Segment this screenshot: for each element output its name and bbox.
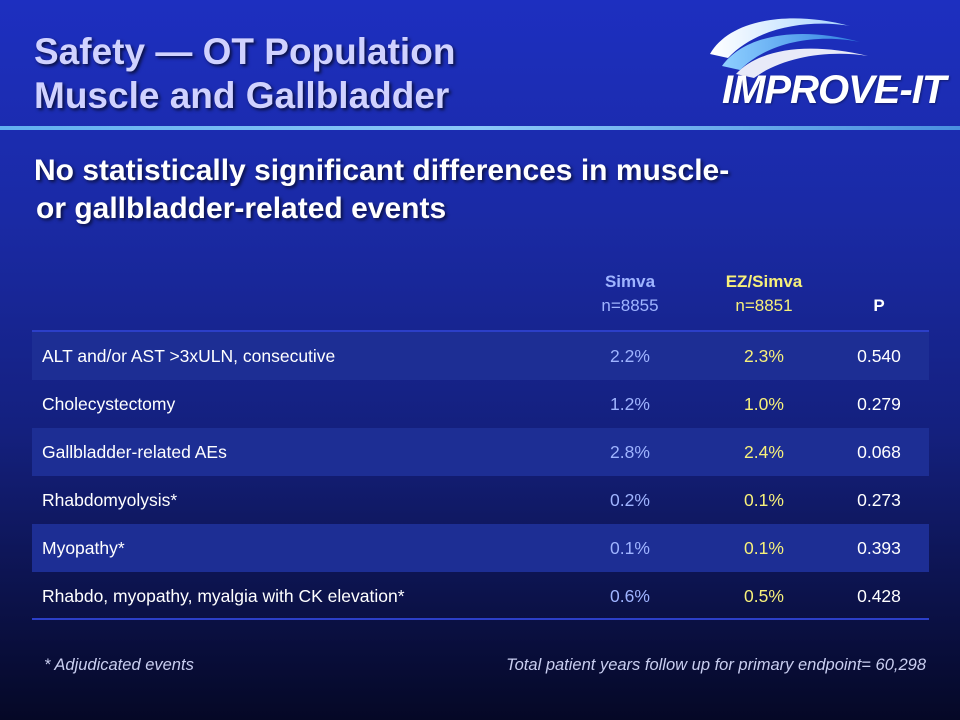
improve-it-logo: IMPROVE-IT xyxy=(700,14,950,124)
row-label: Rhabdomyolysis* xyxy=(42,490,178,510)
row-p-value: 0.273 xyxy=(857,490,901,510)
table-row: ALT and/or AST >3xULN, consecutive 2.2% … xyxy=(32,332,929,380)
row-label: Rhabdo, myopathy, myalgia with CK elevat… xyxy=(42,586,405,606)
header-ez-n: n=8851 xyxy=(735,296,793,315)
header-p-label: P xyxy=(873,296,885,315)
header-simva-n: n=8855 xyxy=(601,296,659,315)
table-header: Simva n=8855 EZ/Simva n=8851 P xyxy=(32,262,929,332)
row-ez-value: 1.0% xyxy=(744,394,784,414)
subtitle-line-2: or gallbladder-related events xyxy=(36,192,447,225)
row-ez-value: 2.3% xyxy=(744,346,784,366)
row-label: Cholecystectomy xyxy=(42,394,176,414)
footnote-patient-years: Total patient years follow up for primar… xyxy=(506,656,926,674)
row-p-value: 0.393 xyxy=(857,538,901,558)
row-ez-value: 0.5% xyxy=(744,586,784,606)
row-p-value: 0.428 xyxy=(857,586,901,606)
row-p-value: 0.279 xyxy=(857,394,901,414)
table-row: Rhabdo, myopathy, myalgia with CK elevat… xyxy=(32,572,929,620)
row-simva-value: 2.2% xyxy=(610,346,650,366)
table-row: Gallbladder-related AEs 2.8% 2.4% 0.068 xyxy=(32,428,929,476)
row-simva-value: 0.6% xyxy=(610,586,650,606)
row-simva-value: 2.8% xyxy=(610,442,650,462)
title-line-1: Safety — OT Population xyxy=(34,31,456,72)
logo-wordmark: IMPROVE-IT xyxy=(722,68,946,112)
header-ez-simva: EZ/Simva n=8851 xyxy=(698,270,830,318)
row-simva-value: 0.1% xyxy=(610,538,650,558)
subtitle-line-1: No statistically significant differences… xyxy=(34,154,730,187)
safety-table: Simva n=8855 EZ/Simva n=8851 P ALT and/o… xyxy=(32,262,929,620)
title-divider xyxy=(0,126,960,130)
slide-title: Safety — OT Population Muscle and Gallbl… xyxy=(34,30,455,118)
row-ez-value: 2.4% xyxy=(744,442,784,462)
subtitle: No statistically significant differences… xyxy=(34,152,914,228)
table-row: Rhabdomyolysis* 0.2% 0.1% 0.273 xyxy=(32,476,929,524)
footnote-adjudicated: * Adjudicated events xyxy=(44,656,194,674)
title-line-2: Muscle and Gallbladder xyxy=(34,75,450,116)
logo-swoosh-icon xyxy=(710,18,868,78)
row-label: Gallbladder-related AEs xyxy=(42,442,227,462)
row-ez-value: 0.1% xyxy=(744,538,784,558)
row-label: Myopathy* xyxy=(42,538,125,558)
table-row: Cholecystectomy 1.2% 1.0% 0.279 xyxy=(32,380,929,428)
header-ez-name: EZ/Simva xyxy=(725,272,803,291)
row-ez-value: 0.1% xyxy=(744,490,784,510)
row-simva-value: 0.2% xyxy=(610,490,650,510)
header-p-value: P xyxy=(840,294,918,318)
row-simva-value: 1.2% xyxy=(610,394,650,414)
row-p-value: 0.540 xyxy=(857,346,901,366)
row-p-value: 0.068 xyxy=(857,442,901,462)
table-row: Myopathy* 0.1% 0.1% 0.393 xyxy=(32,524,929,572)
header-simva-name: Simva xyxy=(604,272,656,291)
row-label: ALT and/or AST >3xULN, consecutive xyxy=(42,346,336,366)
header-simva: Simva n=8855 xyxy=(570,270,690,318)
